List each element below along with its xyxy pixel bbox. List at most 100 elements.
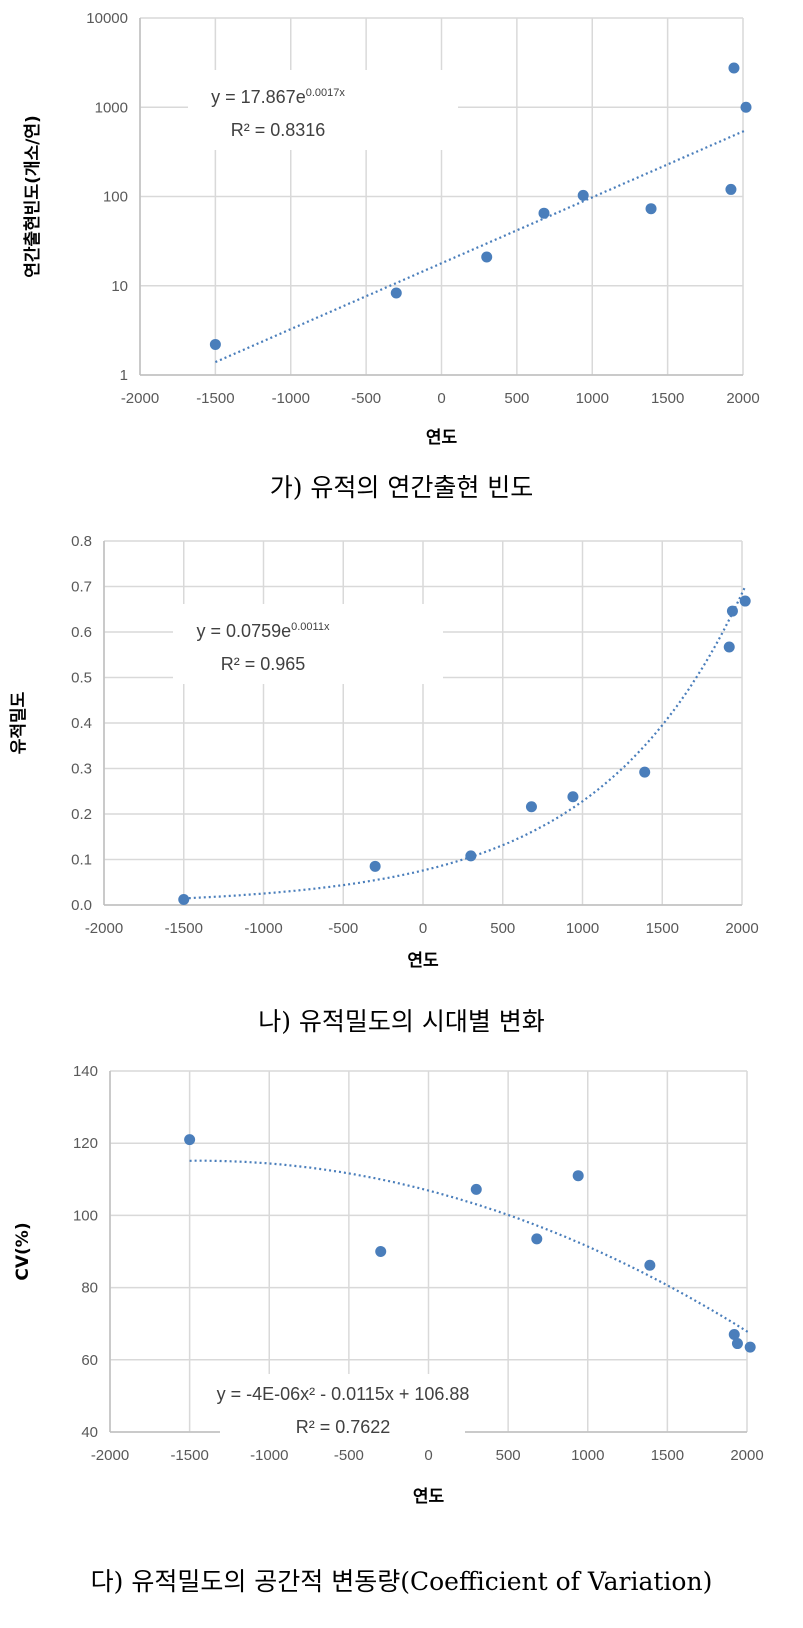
x-tick-label: 500 <box>496 1447 521 1464</box>
y-tick-label: 0.1 <box>71 852 92 869</box>
trendline <box>189 1159 751 1335</box>
equation-exponent: 0.0011x <box>291 621 330 633</box>
caption-cv: 다) 유적밀도의 공간적 변동량(Coefficient of Variatio… <box>90 1567 713 1596</box>
data-point <box>731 1338 743 1350</box>
x-tick-label: -2000 <box>91 1447 129 1464</box>
data-point <box>369 860 381 872</box>
x-axis-label: 연도 <box>407 951 439 971</box>
y-tick-label: 0.5 <box>71 670 92 687</box>
trendline-r-squared: R² = 0.965 <box>221 654 306 674</box>
x-tick-label: 500 <box>490 920 515 937</box>
x-tick-label: 1500 <box>651 390 684 407</box>
equation-box-bg <box>193 76 455 150</box>
y-tick-label: 100 <box>73 1207 98 1224</box>
data-point <box>725 183 737 195</box>
x-tick-label: -1000 <box>244 920 282 937</box>
data-point <box>390 287 402 299</box>
equation-exponent: 0.0017x <box>306 87 346 99</box>
x-tick-label: 2000 <box>726 390 759 407</box>
x-tick-label: -500 <box>334 1447 364 1464</box>
x-tick-label: 0 <box>419 920 427 937</box>
x-axis-label: 연도 <box>413 1487 445 1507</box>
x-tick-label: 0 <box>424 1447 432 1464</box>
y-tick-label: 100 <box>103 189 128 206</box>
y-axis-label: 유적밀도 <box>8 691 29 754</box>
data-point <box>538 207 550 219</box>
data-point <box>572 1170 584 1182</box>
data-point <box>567 791 579 803</box>
y-tick-label: 40 <box>81 1424 98 1441</box>
equation-box-bg <box>222 1374 464 1446</box>
x-tick-label: 500 <box>504 390 529 407</box>
trendline-equation: y = 17.867e0.0017x <box>211 87 345 107</box>
equation-base: y = -4E-06x² - 0.0115x + 106.88 <box>217 1384 470 1404</box>
x-tick-label: -1000 <box>272 390 310 407</box>
trendline-r-squared: R² = 0.7622 <box>296 1417 391 1437</box>
x-tick-label: 2000 <box>730 1447 763 1464</box>
trendline <box>183 585 747 900</box>
data-point <box>744 1341 756 1353</box>
y-tick-label: 120 <box>73 1135 98 1152</box>
y-tick-label: 80 <box>81 1280 98 1297</box>
trendline-equation: y = 0.0759e0.0011x <box>197 621 330 641</box>
data-point <box>740 101 752 113</box>
x-tick-label: -1500 <box>165 920 203 937</box>
y-axis-label: CV(%) <box>13 1222 33 1280</box>
y-tick-label: 0.8 <box>71 533 92 550</box>
data-point <box>639 766 651 778</box>
data-point <box>644 1259 656 1271</box>
x-tick-label: -1500 <box>196 390 234 407</box>
data-point <box>481 251 493 263</box>
x-tick-label: 1500 <box>651 1447 684 1464</box>
x-tick-label: 1000 <box>576 390 609 407</box>
x-axis-label: 연도 <box>426 428 458 448</box>
x-tick-label: -1500 <box>170 1447 208 1464</box>
y-tick-label: 140 <box>73 1063 98 1080</box>
data-point <box>184 1134 196 1146</box>
y-tick-label: 1000 <box>95 99 128 116</box>
trendline-r-squared: R² = 0.8316 <box>231 120 326 140</box>
x-tick-label: 2000 <box>725 920 758 937</box>
caption-site-density: 나) 유적밀도의 시대별 변화 <box>258 1007 545 1036</box>
data-point <box>645 203 657 215</box>
y-tick-label: 10 <box>111 278 128 295</box>
data-point <box>531 1233 543 1245</box>
equation-base: y = 0.0759e <box>197 621 292 641</box>
data-point <box>470 1183 482 1195</box>
y-tick-label: 0.0 <box>71 897 92 914</box>
y-tick-label: 60 <box>81 1352 98 1369</box>
x-tick-label: -500 <box>351 390 381 407</box>
data-point <box>739 595 751 607</box>
y-tick-label: 0.7 <box>71 579 92 596</box>
data-point <box>209 338 221 350</box>
caption-annual-frequency: 가) 유적의 연간출현 빈도 <box>269 473 534 502</box>
y-tick-label: 0.3 <box>71 761 92 778</box>
x-tick-label: 1000 <box>571 1447 604 1464</box>
y-tick-label: 0.2 <box>71 806 92 823</box>
y-tick-label: 10000 <box>86 10 128 27</box>
y-tick-label: 0.4 <box>71 715 92 732</box>
data-point <box>577 189 589 201</box>
y-tick-label: 0.6 <box>71 624 92 641</box>
data-point <box>726 605 738 617</box>
x-tick-label: 1000 <box>566 920 599 937</box>
data-point <box>728 62 740 74</box>
data-point <box>178 894 190 906</box>
x-tick-label: 0 <box>437 390 445 407</box>
data-point <box>375 1246 387 1257</box>
trendline <box>214 129 747 364</box>
trendline-equation: y = -4E-06x² - 0.0115x + 106.88 <box>217 1384 470 1404</box>
data-point <box>465 850 477 862</box>
equation-base: y = 17.867e <box>211 87 306 107</box>
x-tick-label: -1000 <box>250 1447 288 1464</box>
x-tick-label: -2000 <box>85 920 123 937</box>
y-axis-label: 연간출현빈도(개소/연) <box>23 115 43 278</box>
x-tick-label: -2000 <box>121 390 159 407</box>
data-point <box>525 801 537 813</box>
data-point <box>728 1329 740 1341</box>
data-point <box>723 641 735 653</box>
y-tick-label: 1 <box>120 367 128 384</box>
